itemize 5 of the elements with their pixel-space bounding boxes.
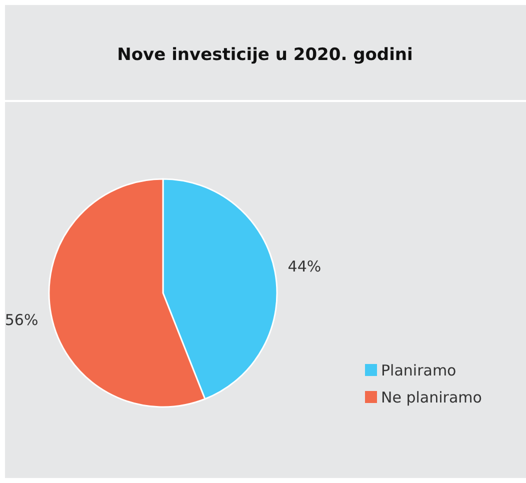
legend-label: Planiramo xyxy=(381,361,456,380)
legend-label: Ne planiramo xyxy=(381,388,482,406)
data-label: 44% xyxy=(288,257,322,276)
chart-title: Nove investicije u 2020. godini xyxy=(117,45,413,65)
data-label: 56% xyxy=(4,311,38,330)
